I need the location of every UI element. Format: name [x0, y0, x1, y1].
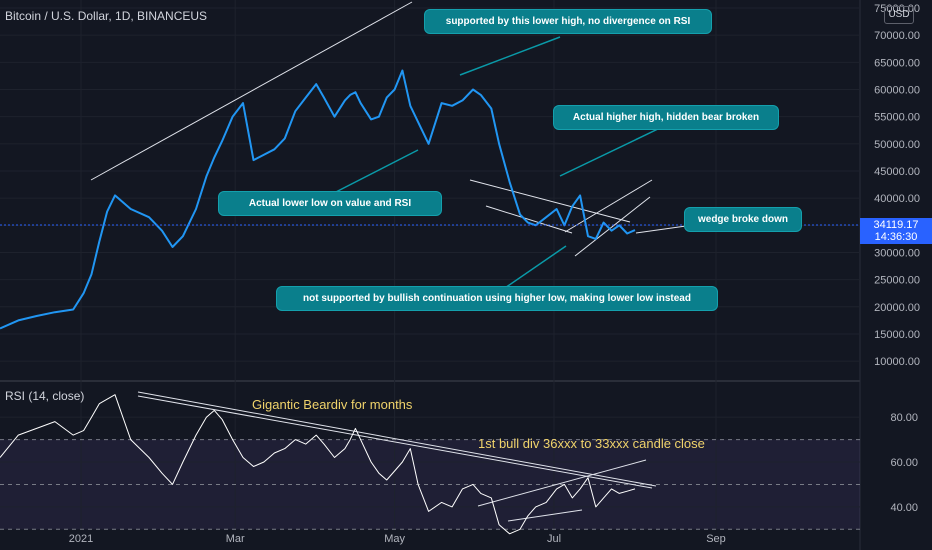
- trendline-wedge-top: [469, 179, 631, 223]
- annotation-higher-high[interactable]: Actual higher high, hidden bear broken: [553, 105, 779, 130]
- rsi-resistance-2: [137, 395, 653, 489]
- rsi-resistance-1: [137, 391, 657, 487]
- price-chart-title: Bitcoin / U.S. Dollar, 1D, BINANCEUS: [5, 9, 208, 23]
- time-tick-labels: 2021 Mar May Jul Sep: [69, 533, 726, 545]
- price-tick-label: 60000.00: [874, 84, 920, 96]
- rsi-tick-label: 80.00: [890, 412, 918, 424]
- annotation-beardiv: Gigantic Beardiv for months: [252, 397, 413, 412]
- price-tick-label: 55000.00: [874, 112, 920, 124]
- time-tick-label: Sep: [706, 533, 726, 545]
- rsi-tick-label: 40.00: [890, 502, 918, 514]
- trendline-upper-channel: [90, 1, 413, 181]
- price-tick-label: 65000.00: [874, 57, 920, 69]
- price-tick-label: 70000.00: [874, 30, 920, 42]
- time-tick-label: Jul: [547, 533, 561, 545]
- rsi-support-upper: [477, 459, 647, 507]
- trendline-channel-upper: [564, 179, 653, 233]
- annotation-lower-high[interactable]: supported by this lower high, no diverge…: [424, 9, 712, 34]
- price-series: [0, 69, 636, 330]
- price-tick-label: 20000.00: [874, 302, 920, 314]
- rsi-band: [0, 439, 860, 530]
- annotation-wedge[interactable]: wedge broke down: [684, 207, 802, 232]
- rsi-series: [0, 394, 636, 535]
- time-tick-label: 2021: [69, 533, 93, 545]
- price-tick-label: 30000.00: [874, 247, 920, 259]
- last-price-tag: 34119.17 14:36:30: [860, 218, 932, 244]
- price-tick-label: 45000.00: [874, 166, 920, 178]
- pointer-not-supported: [501, 245, 567, 291]
- price-tick-label: 15000.00: [874, 329, 920, 341]
- price-tick-label: 10000.00: [874, 356, 920, 368]
- rsi-tick-label: 60.00: [890, 457, 918, 469]
- trendlines: [90, 1, 687, 522]
- time-tick-label: Mar: [226, 533, 245, 545]
- rsi-support-lower: [507, 509, 583, 522]
- price-tick-labels: 10000.00 15000.00 20000.00 25000.00 30000.00…: [874, 3, 920, 368]
- bar-countdown: 14:36:30: [874, 231, 918, 243]
- plot-background: [0, 0, 860, 550]
- annotation-pointers: [329, 36, 661, 291]
- price-tick-label: 25000.00: [874, 275, 920, 287]
- price-tick-label: 50000.00: [874, 139, 920, 151]
- rsi-tick-labels: 40.00 60.00 80.00: [890, 412, 918, 514]
- pointer-wedge: [635, 225, 687, 234]
- trendline-wedge-bottom: [485, 205, 573, 234]
- price-tick-label: 40000.00: [874, 193, 920, 205]
- pointer-lower-low: [329, 149, 419, 196]
- price-line: [0, 69, 636, 330]
- currency-button[interactable]: USD: [884, 6, 914, 24]
- rsi-chart-title: RSI (14, close): [5, 389, 85, 403]
- time-tick-label: May: [384, 533, 405, 545]
- pointer-lower-high: [459, 36, 561, 76]
- pointer-higher-high: [559, 127, 661, 177]
- rsi-grid: [0, 416, 860, 508]
- trendline-channel-lower: [574, 196, 651, 257]
- price-axis-background: [860, 0, 932, 550]
- rsi-line: [0, 394, 636, 535]
- annotation-not-supported[interactable]: not supported by bullish continuation us…: [276, 286, 718, 311]
- annotation-lower-low[interactable]: Actual lower low on value and RSI: [218, 191, 442, 216]
- annotation-bull-div: 1st bull div 36xxx to 33xxx candle close: [478, 436, 705, 451]
- last-price-value: 34119.17: [873, 219, 919, 231]
